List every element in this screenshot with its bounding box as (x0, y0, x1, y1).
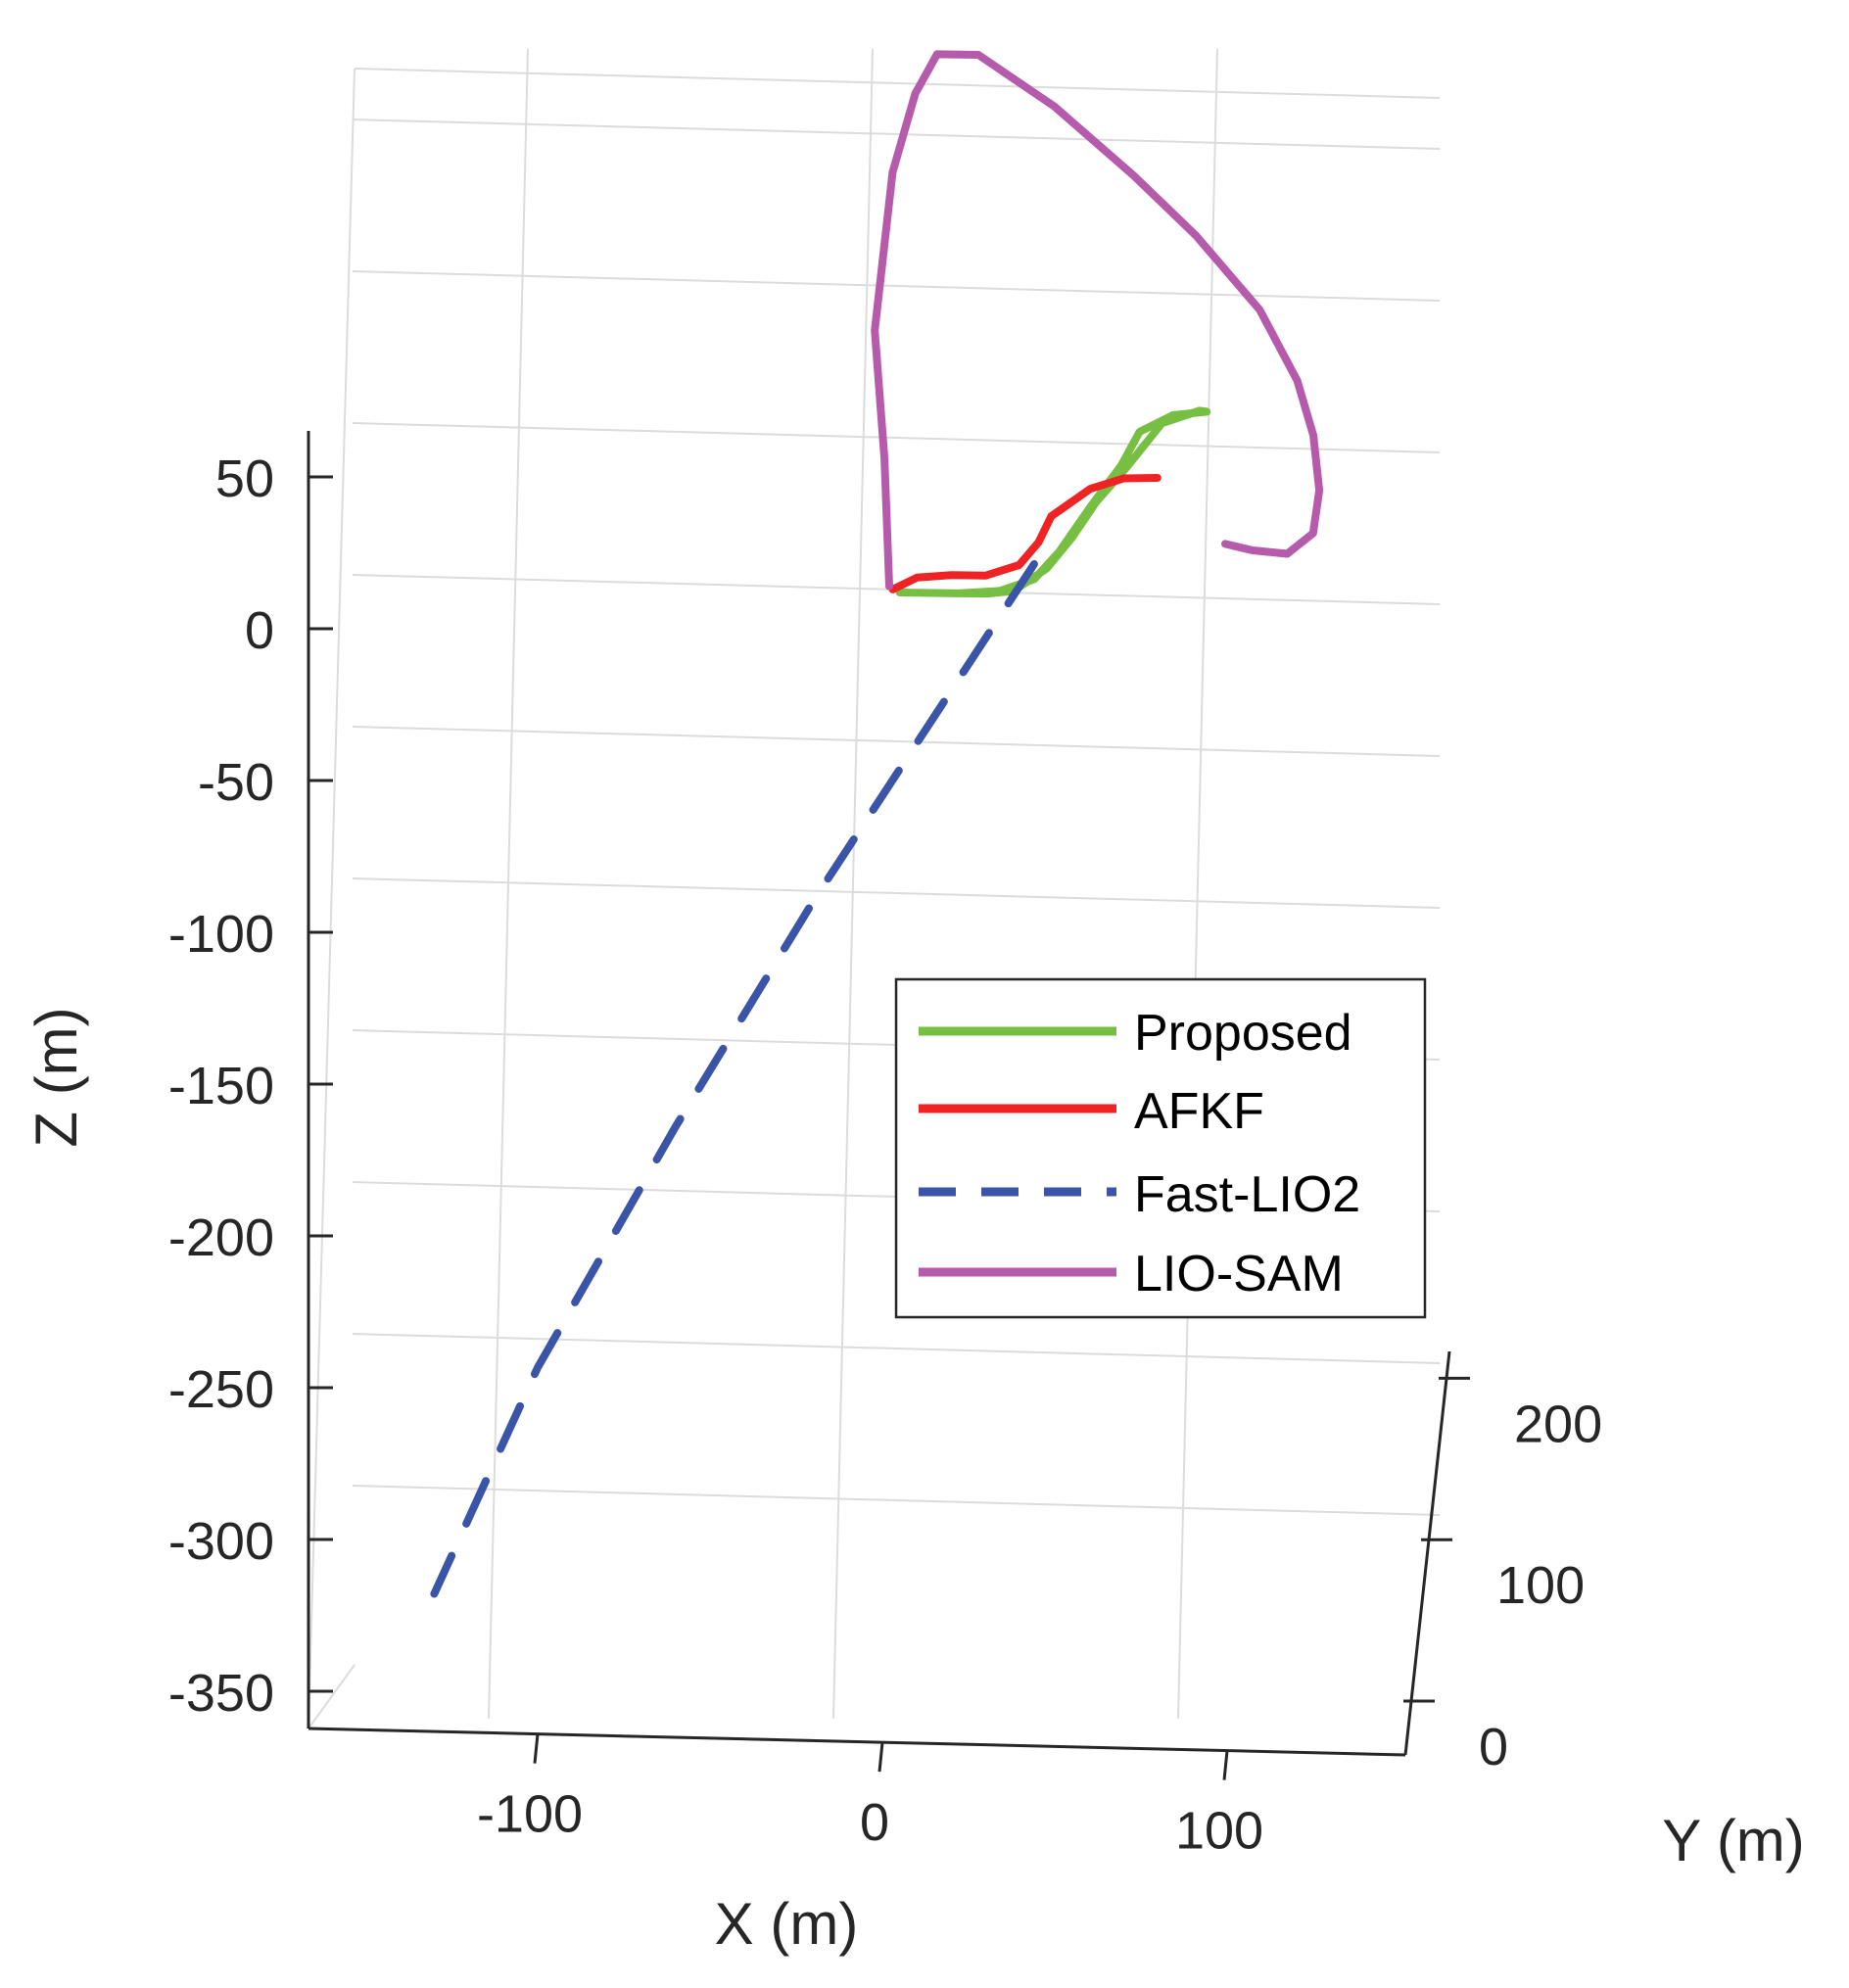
grid-wall-floor (308, 1664, 356, 1729)
series-fast-lio2 (430, 560, 1038, 1598)
grid-line-x (832, 48, 874, 1720)
axes (307, 431, 1451, 1757)
z-axis-label: Z (m) (24, 1007, 89, 1147)
x-axis-label: X (m) (715, 1891, 859, 1957)
grid-wall-edge (354, 68, 1441, 99)
grid-line-x (488, 48, 529, 1720)
series-proposed (895, 406, 1211, 598)
z-tick-label: -350 (168, 1664, 274, 1723)
z-tick-label: -150 (168, 1057, 274, 1115)
grid-line-z (352, 877, 1441, 909)
x-tick-label: 0 (860, 1793, 889, 1852)
z-tick-label: 50 (215, 450, 274, 508)
x-tick-label: 100 (1175, 1802, 1263, 1861)
x-tick-label: -100 (477, 1785, 583, 1844)
legend-label-fast-lio2: Fast-LIO2 (1134, 1166, 1360, 1223)
x-tick-mark (1222, 1750, 1229, 1780)
x-tick-mark (533, 1733, 540, 1764)
grid-lines (308, 48, 1441, 1729)
grid-line-z (352, 422, 1441, 453)
grid-line-z (352, 726, 1441, 757)
series-layer (430, 50, 1324, 1598)
grid-line-z (352, 118, 1441, 150)
legend-label-afkf: AFKF (1134, 1083, 1264, 1140)
series-afkf (888, 474, 1162, 593)
z-tick-label: -300 (168, 1512, 274, 1571)
x-axis-line (308, 1727, 1406, 1757)
x-tick-mark (877, 1741, 884, 1773)
y-axis-line (1403, 1350, 1451, 1756)
z-tick-label: 0 (245, 601, 274, 660)
legend-label-proposed: Proposed (1134, 1005, 1352, 1062)
series-lio-sam (871, 50, 1324, 591)
grid-line-z (352, 1485, 1441, 1516)
grid-wall-edge (308, 68, 356, 1729)
legend-label-lio-sam: LIO-SAM (1134, 1246, 1344, 1302)
z-tick-label: -100 (168, 905, 274, 964)
z-tick-label: -50 (198, 753, 274, 812)
z-tick-label: -200 (168, 1208, 274, 1267)
z-tick-label: -250 (168, 1360, 274, 1419)
y-tick-label: 100 (1496, 1556, 1585, 1615)
y-tick-label: 200 (1514, 1395, 1602, 1453)
grid-line-z (352, 270, 1441, 302)
y-axis-label: Y (m) (1662, 1808, 1805, 1873)
grid-line-z (352, 1333, 1441, 1364)
legend: Proposed AFKF Fast-LIO2 LIO-SAM (894, 977, 1427, 1319)
tick-layer: 50 0 -50 -100 -150 -200 -250 -300 -350 -100 0 100 0 1… (168, 450, 1602, 1861)
grid-line-x (1177, 48, 1218, 1720)
y-tick-label: 0 (1479, 1718, 1508, 1776)
